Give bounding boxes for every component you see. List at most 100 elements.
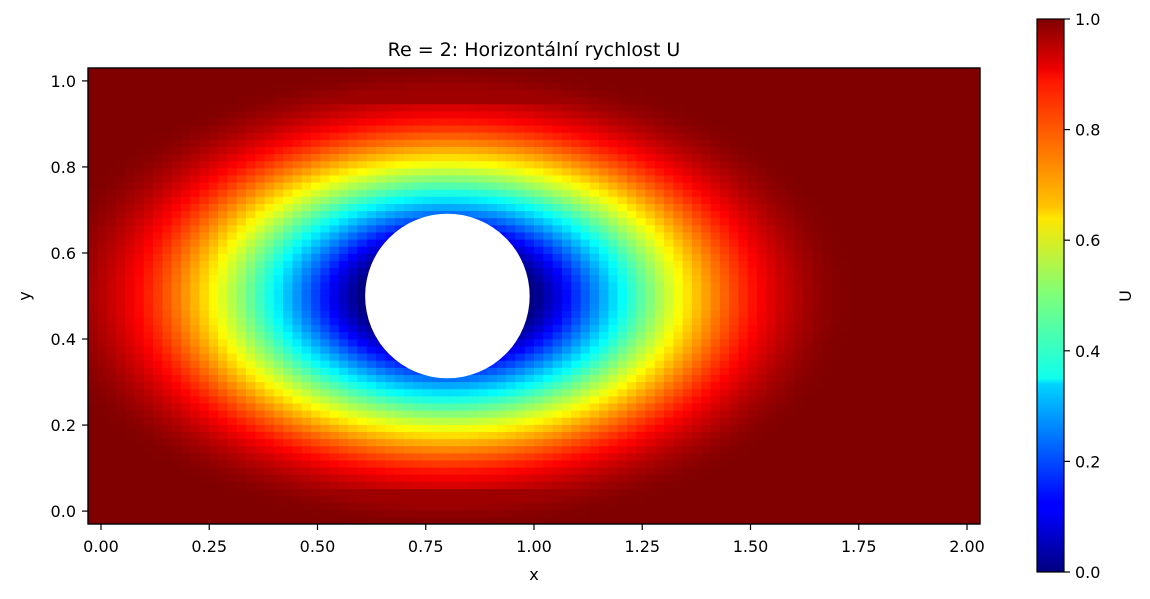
heatmap-cell <box>338 196 349 204</box>
heatmap-cell <box>487 502 498 511</box>
heatmap-cell <box>311 182 321 190</box>
heatmap-cell <box>868 217 879 226</box>
heatmap-cell <box>877 253 888 261</box>
heatmap-cell <box>914 174 925 183</box>
heatmap-cell <box>626 217 637 226</box>
heatmap-cell <box>320 402 331 411</box>
heatmap-cell <box>357 160 368 169</box>
heatmap-cell <box>134 196 145 204</box>
heatmap-cell <box>506 481 517 489</box>
heatmap-cell <box>831 210 842 219</box>
heatmap-cell <box>822 367 832 375</box>
heatmap-cell <box>580 324 591 333</box>
heatmap-cell <box>905 360 916 368</box>
heatmap-cell <box>571 203 582 212</box>
heatmap-cell <box>738 488 749 497</box>
heatmap-cell <box>190 288 201 297</box>
heatmap-cell <box>803 310 814 318</box>
heatmap-cell <box>924 474 935 482</box>
heatmap-cell <box>468 495 479 504</box>
heatmap-cell <box>348 317 359 326</box>
heatmap-cell <box>301 431 312 440</box>
heatmap-cell <box>283 196 294 204</box>
heatmap-cell <box>738 388 749 397</box>
heatmap-cell <box>747 395 758 404</box>
heatmap-cell <box>115 381 126 390</box>
heatmap-cell <box>218 381 228 390</box>
heatmap-cell <box>143 474 154 482</box>
heatmap-cell <box>208 502 219 511</box>
heatmap-cell <box>868 196 879 204</box>
heatmap-cell <box>738 452 749 461</box>
heatmap-cell <box>273 296 284 304</box>
heatmap-cell <box>682 395 693 404</box>
heatmap-cell <box>273 431 284 440</box>
heatmap-cell <box>115 374 126 383</box>
heatmap-cell <box>905 210 916 219</box>
heatmap-cell <box>682 424 693 432</box>
heatmap-cell <box>673 224 684 233</box>
heatmap-cell <box>311 360 321 368</box>
heatmap-cell <box>664 495 674 504</box>
heatmap-cell <box>571 417 582 425</box>
heatmap-cell <box>376 231 386 240</box>
heatmap-cell <box>654 160 665 169</box>
heatmap-cell <box>236 474 247 482</box>
heatmap-cell <box>617 189 628 197</box>
heatmap-cell <box>227 374 238 383</box>
heatmap-cell <box>190 502 201 511</box>
heatmap-cell <box>171 274 182 283</box>
heatmap-cell <box>115 253 126 261</box>
heatmap-cell <box>849 417 860 425</box>
heatmap-cell <box>784 488 795 497</box>
heatmap-cell <box>803 516 814 524</box>
heatmap-cell <box>757 160 767 169</box>
heatmap-cell <box>273 353 284 361</box>
heatmap-cell <box>218 260 228 269</box>
heatmap-cell <box>654 331 665 340</box>
heatmap-cell <box>905 467 916 475</box>
heatmap-cell <box>441 424 451 432</box>
heatmap-cell <box>905 203 916 212</box>
heatmap-cell <box>952 203 963 212</box>
heatmap-cell <box>710 203 721 212</box>
heatmap-cell <box>348 367 359 375</box>
heatmap-cell <box>88 296 98 304</box>
heatmap-cell <box>357 253 368 261</box>
heatmap-cell <box>859 203 870 212</box>
heatmap-cell <box>441 182 451 190</box>
heatmap-cell <box>701 182 712 190</box>
heatmap-cell <box>245 267 256 276</box>
heatmap-cell <box>626 502 637 511</box>
heatmap-cell <box>273 182 284 190</box>
heatmap-cell <box>636 417 647 425</box>
heatmap-cell <box>636 474 647 482</box>
heatmap-cell <box>329 317 340 326</box>
heatmap-cell <box>162 445 173 454</box>
heatmap-cell <box>552 445 563 454</box>
heatmap-cell <box>311 402 321 411</box>
heatmap-cell <box>887 274 897 283</box>
heatmap-cell <box>487 217 498 226</box>
heatmap-cell <box>794 281 805 290</box>
heatmap-cell <box>645 167 656 176</box>
heatmap-cell <box>933 438 944 447</box>
heatmap-cell <box>264 395 275 404</box>
heatmap-cell <box>478 516 489 524</box>
heatmap-cell <box>636 410 647 418</box>
heatmap-cell <box>822 267 832 276</box>
heatmap-cell <box>580 467 591 475</box>
heatmap-cell <box>106 474 117 482</box>
heatmap-cell <box>524 338 535 347</box>
heatmap-cell <box>478 160 489 169</box>
heatmap-cell <box>561 267 572 276</box>
heatmap-cell <box>952 224 963 233</box>
heatmap-cell <box>329 424 340 432</box>
heatmap-cell <box>329 189 340 197</box>
heatmap-cell <box>710 224 721 233</box>
heatmap-cell <box>849 239 860 247</box>
heatmap-cell <box>877 203 888 212</box>
heatmap-cell <box>283 438 294 447</box>
heatmap-cell <box>599 338 609 347</box>
heatmap-cell <box>394 424 405 432</box>
